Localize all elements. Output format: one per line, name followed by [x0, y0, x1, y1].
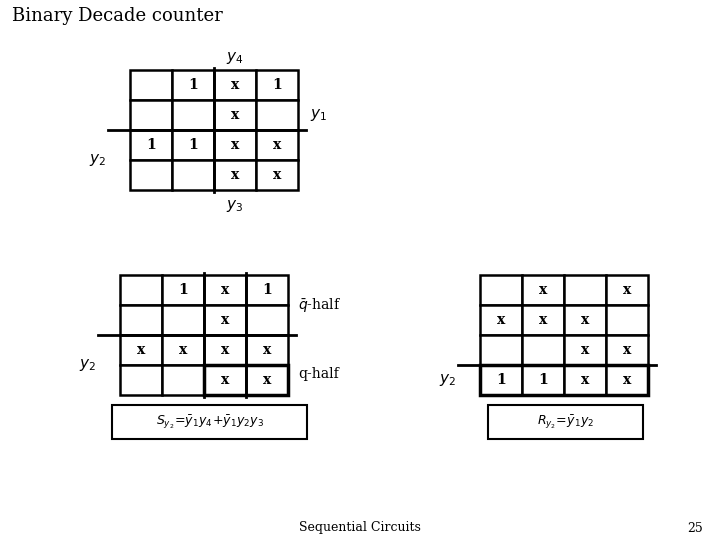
Text: x: x	[231, 78, 239, 92]
Bar	[522, 365, 564, 395]
Bar	[488, 405, 643, 439]
Bar	[246, 335, 288, 365]
Text: x: x	[231, 108, 239, 122]
Bar	[172, 100, 214, 130]
Text: 1: 1	[178, 283, 188, 297]
Bar	[130, 130, 172, 160]
Text: $y_1$: $y_1$	[310, 107, 327, 123]
Bar	[564, 305, 606, 335]
Text: x: x	[221, 343, 229, 357]
Bar	[564, 335, 606, 365]
Text: 25: 25	[687, 522, 703, 535]
Text: x: x	[581, 343, 589, 357]
Text: $y_2$: $y_2$	[439, 372, 456, 388]
Bar	[214, 100, 256, 130]
Bar	[606, 365, 648, 395]
Text: x: x	[263, 373, 271, 387]
Bar	[172, 70, 214, 100]
Text: x: x	[539, 283, 547, 297]
Text: $y_4$: $y_4$	[226, 50, 244, 66]
Bar	[214, 160, 256, 190]
Text: x: x	[273, 168, 281, 182]
Bar	[214, 130, 256, 160]
Text: Binary Decade counter: Binary Decade counter	[12, 7, 222, 25]
Text: x: x	[221, 283, 229, 297]
Bar	[120, 305, 162, 335]
Text: 1: 1	[188, 138, 198, 152]
Bar	[246, 275, 288, 305]
Text: $\bar{q}$-half: $\bar{q}$-half	[298, 296, 341, 314]
Text: x: x	[231, 138, 239, 152]
Text: $y_2$: $y_2$	[79, 357, 96, 373]
Bar	[162, 335, 204, 365]
Bar	[256, 160, 298, 190]
Bar	[120, 275, 162, 305]
Bar	[522, 335, 564, 365]
Text: x: x	[581, 313, 589, 327]
Text: 1: 1	[146, 138, 156, 152]
Bar	[162, 305, 204, 335]
Text: x: x	[623, 343, 631, 357]
Bar	[256, 130, 298, 160]
Bar	[214, 70, 256, 100]
Text: x: x	[539, 313, 547, 327]
Bar	[204, 305, 246, 335]
Text: x: x	[623, 283, 631, 297]
Bar	[480, 365, 648, 395]
Text: x: x	[623, 373, 631, 387]
Text: 1: 1	[188, 78, 198, 92]
Bar	[120, 365, 162, 395]
Bar	[256, 70, 298, 100]
Bar	[130, 160, 172, 190]
Bar	[246, 305, 288, 335]
Bar	[606, 305, 648, 335]
Bar	[204, 335, 246, 365]
Bar	[606, 275, 648, 305]
Text: 1: 1	[538, 373, 548, 387]
Bar	[564, 365, 606, 395]
Text: x: x	[273, 138, 281, 152]
Text: x: x	[179, 343, 187, 357]
Text: 1: 1	[496, 373, 506, 387]
Text: $y_3$: $y_3$	[226, 198, 243, 214]
Bar	[162, 365, 204, 395]
Bar	[480, 335, 522, 365]
Text: $S_{y_2}\!=\!\bar{y}_1 y_4\!+\!\bar{y}_1 y_2 y_3$: $S_{y_2}\!=\!\bar{y}_1 y_4\!+\!\bar{y}_1…	[156, 413, 264, 431]
Bar	[204, 365, 288, 395]
Bar	[172, 130, 214, 160]
Bar	[564, 275, 606, 305]
Bar	[172, 160, 214, 190]
Text: Sequential Circuits: Sequential Circuits	[299, 522, 421, 535]
Bar	[130, 100, 172, 130]
Text: x: x	[221, 313, 229, 327]
Bar	[480, 365, 522, 395]
Bar	[204, 275, 246, 305]
Text: x: x	[263, 343, 271, 357]
Bar	[256, 100, 298, 130]
Text: x: x	[581, 373, 589, 387]
Text: $R_{y_2}\!=\!\bar{y}_1 y_2$: $R_{y_2}\!=\!\bar{y}_1 y_2$	[537, 413, 594, 431]
Bar	[204, 365, 246, 395]
Bar	[480, 305, 522, 335]
Bar	[162, 275, 204, 305]
Text: $y_2$: $y_2$	[89, 152, 106, 168]
Text: x: x	[137, 343, 145, 357]
Bar	[112, 405, 307, 439]
Text: 1: 1	[272, 78, 282, 92]
Text: x: x	[231, 168, 239, 182]
Bar	[522, 275, 564, 305]
Bar	[606, 335, 648, 365]
Text: q-half: q-half	[298, 367, 338, 381]
Text: x: x	[221, 373, 229, 387]
Bar	[246, 365, 288, 395]
Bar	[130, 70, 172, 100]
Bar	[120, 335, 162, 365]
Text: 1: 1	[262, 283, 272, 297]
Bar	[522, 305, 564, 335]
Text: x: x	[497, 313, 505, 327]
Bar	[480, 275, 522, 305]
